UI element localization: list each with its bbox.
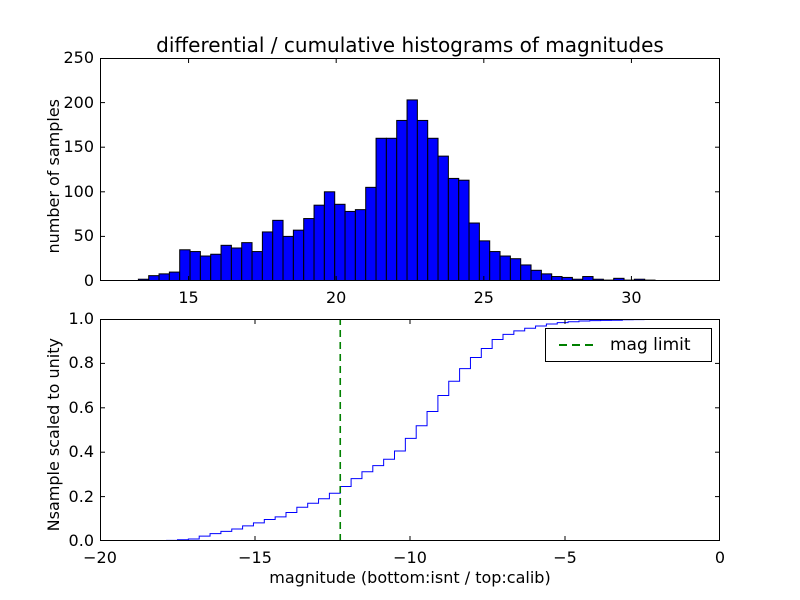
bottom-y-tick-label: 0.4 (68, 442, 94, 462)
x-axis-label: magnitude (bottom:isnt / top:calib) (269, 568, 551, 587)
bottom-y-tick-label: 0.0 (68, 531, 94, 550)
bottom-y-tick-label: 0.8 (68, 353, 94, 373)
top-y-tick-label: 0 (83, 271, 94, 290)
bottom-x-tick-label: 0 (714, 548, 726, 567)
bottom-y-tick-label: 1.0 (68, 309, 94, 328)
top-x-tick-label: 25 (473, 288, 494, 307)
legend-label: mag limit (610, 335, 691, 355)
bottom-y-tick-label: 0.6 (68, 397, 94, 417)
top-x-tick-label: 15 (178, 288, 199, 307)
histogram-plot-area (100, 58, 720, 281)
top-y-tick-label: 250 (63, 48, 94, 67)
figure-title: differential / cumulative histograms of … (156, 33, 664, 57)
bottom-x-tick-label: −10 (393, 548, 427, 567)
bottom-x-tick-label: −5 (553, 548, 577, 567)
legend: mag limit (545, 328, 712, 362)
top-x-tick-label: 20 (326, 288, 347, 307)
cumulative-plot-area (100, 319, 720, 541)
legend-dashed-line-icon (559, 344, 597, 346)
bottom-y-tick-label: 0.2 (68, 486, 94, 506)
top-y-tick-label: 50 (73, 226, 94, 246)
top-y-tick-label: 100 (63, 181, 94, 201)
top-y-tick-label: 200 (63, 92, 94, 112)
bottom-x-tick-label: −20 (83, 548, 117, 567)
top-y-tick-label: 150 (63, 137, 94, 157)
top-x-tick-label: 30 (621, 288, 642, 307)
bottom-x-tick-label: −15 (238, 548, 272, 567)
